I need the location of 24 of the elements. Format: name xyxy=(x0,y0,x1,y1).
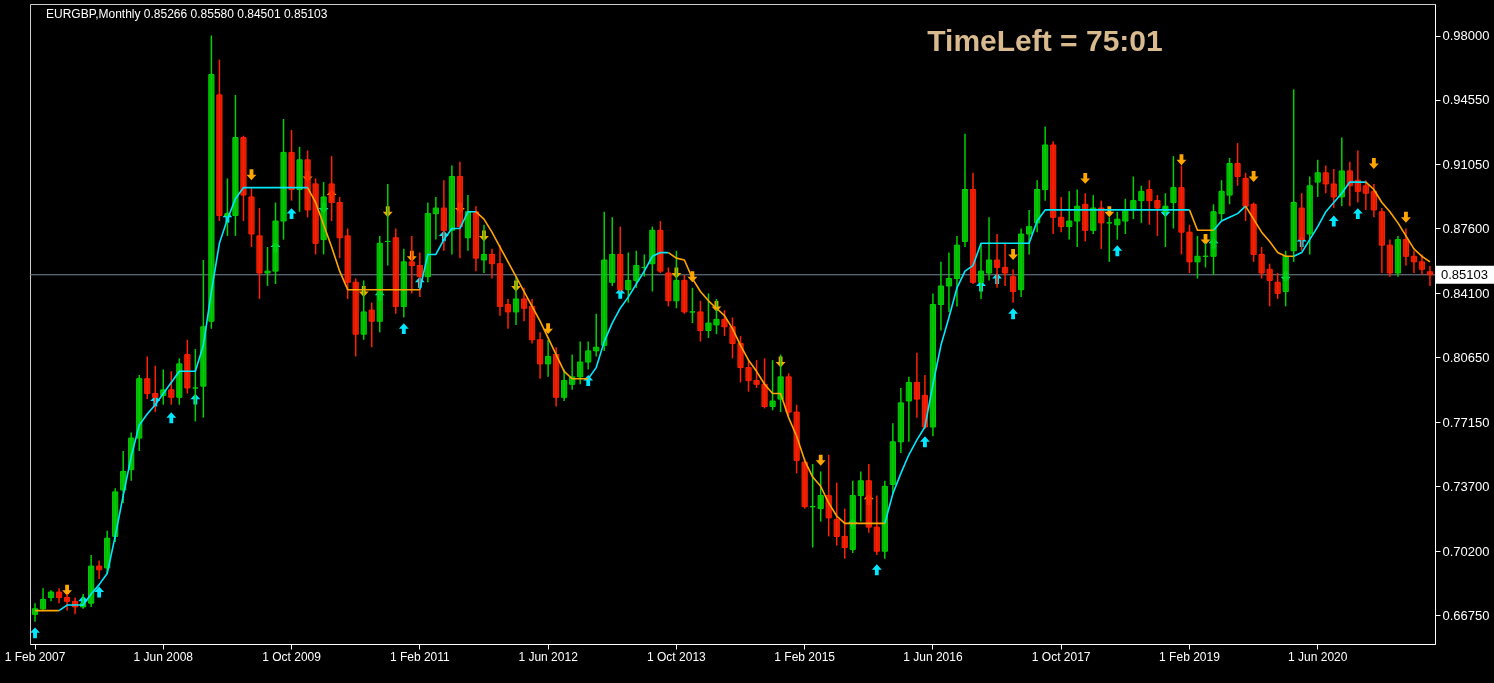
x-tick-label: 1 Jun 2016 xyxy=(903,649,963,664)
x-tick-label: 1 Oct 2013 xyxy=(647,649,707,664)
x-tick-label: 1 Jun 2012 xyxy=(518,649,579,664)
ref-line-label: 0.85103 xyxy=(1441,266,1488,282)
y-tick-label: 0.94550 xyxy=(1442,92,1490,108)
x-tick-label: 1 Jun 2008 xyxy=(133,649,194,664)
y-tick-label: 0.98000 xyxy=(1442,28,1490,44)
y-tick-label: 0.80650 xyxy=(1442,349,1490,365)
x-tick-label: 1 Feb 2015 xyxy=(774,649,836,664)
x-tick-label: 1 Feb 2019 xyxy=(1159,649,1221,664)
x-tick-label: 1 Feb 2011 xyxy=(389,649,451,664)
y-tick-label: 0.91050 xyxy=(1442,156,1490,172)
y-tick-label: 0.70200 xyxy=(1442,543,1490,559)
annotation: TimeLeft = 75:01 xyxy=(927,24,1163,57)
y-tick-label: 0.87600 xyxy=(1442,220,1490,236)
x-tick-label: 1 Feb 2007 xyxy=(4,649,66,664)
x-tick-label: 1 Oct 2017 xyxy=(1031,649,1091,664)
x-tick-label: 1 Jun 2020 xyxy=(1288,649,1348,664)
y-tick-label: 0.73700 xyxy=(1442,478,1490,494)
y-tick-label: 0.66750 xyxy=(1442,607,1490,623)
x-tick-label: 1 Oct 2009 xyxy=(262,649,322,664)
y-tick-label: 0.77150 xyxy=(1442,414,1490,430)
chart-title: EURGBP,Monthly 0.85266 0.85580 0.84501 0.85103 xyxy=(46,7,328,21)
y-tick-label: 0.84100 xyxy=(1442,285,1490,301)
